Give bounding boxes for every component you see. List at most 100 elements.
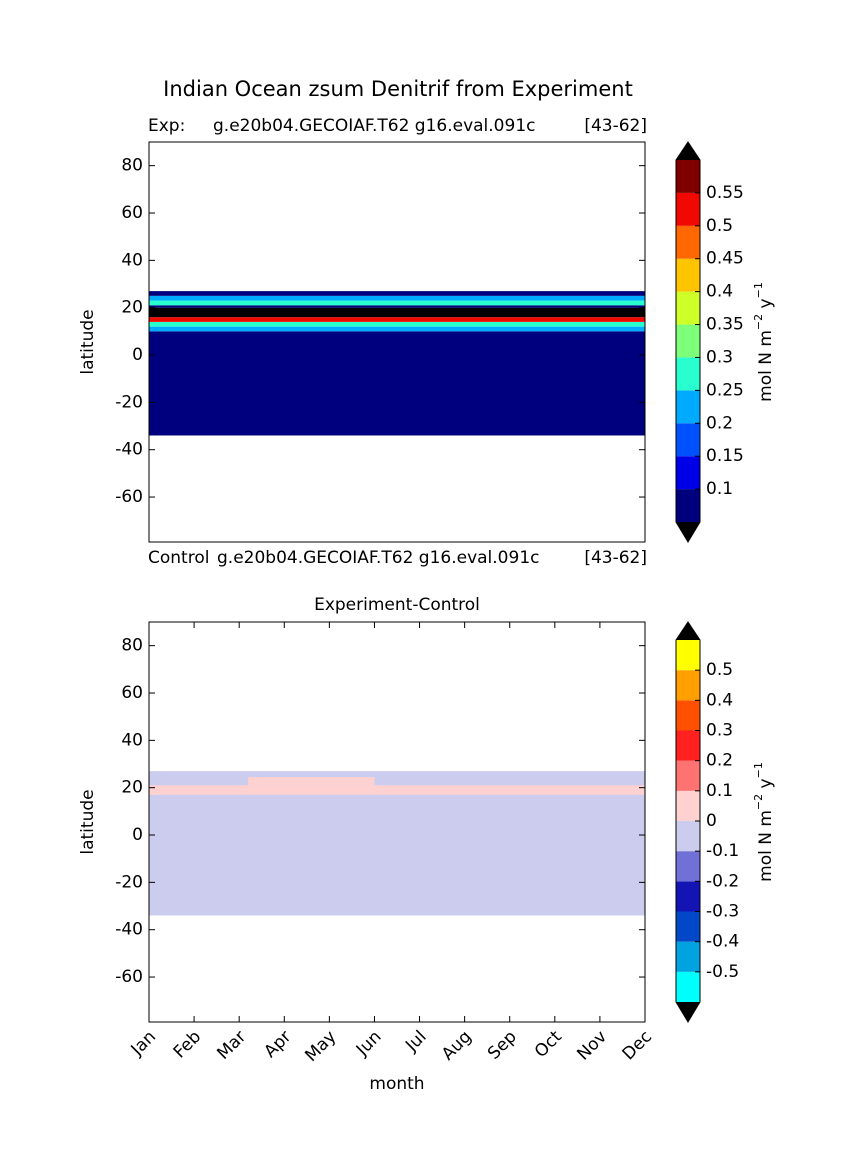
y-tick-label: -20 xyxy=(115,872,143,892)
subtitle-right: [43-62] xyxy=(584,548,647,568)
colorbar-segment xyxy=(676,971,700,1002)
contour-band xyxy=(149,300,645,306)
colorbar-tick-label: 0.4 xyxy=(706,690,733,710)
colorbar-label-part: y xyxy=(756,778,776,793)
colorbar-tick-label: -0.2 xyxy=(706,871,739,891)
colorbar-label-part: mol N m xyxy=(756,810,776,882)
colorbar-tick-label: 0.45 xyxy=(706,249,744,269)
colorbar-tick-label: -0.4 xyxy=(706,932,739,952)
contour-band xyxy=(149,326,645,332)
contour-band xyxy=(149,317,645,322)
contour-band xyxy=(149,305,645,308)
subtitle-right: [43-62] xyxy=(584,116,647,136)
colorbar-under xyxy=(676,522,700,542)
colorbar-label-part: −2 xyxy=(752,314,765,330)
colorbar-segment xyxy=(676,423,700,457)
colorbar-frame xyxy=(675,141,701,543)
y-tick-label: 80 xyxy=(121,156,143,176)
colorbar-tick-label: 0.25 xyxy=(706,380,744,400)
y-tick-label: -40 xyxy=(115,920,143,940)
y-axis-label: latitude xyxy=(78,789,98,854)
colorbar-segment xyxy=(676,821,700,852)
colorbar-tick-label: 0.35 xyxy=(706,315,744,335)
x-tick-label: Nov xyxy=(573,1027,611,1065)
colorbar-segment xyxy=(676,941,700,972)
subtitle-mid: g.e20b04.GECOIAF.T62 g16.eval.091c xyxy=(213,116,535,136)
x-tick-label: Dec xyxy=(619,1027,656,1064)
colorbar-segment xyxy=(676,390,700,424)
y-tick-label: 80 xyxy=(121,636,143,656)
colorbar-segment xyxy=(676,640,700,671)
colorbar-segment xyxy=(676,911,700,942)
colorbar-under xyxy=(676,1002,700,1022)
y-tick-label: -60 xyxy=(115,967,143,987)
y-tick-label: 60 xyxy=(121,203,143,223)
colorbar-label-part: −1 xyxy=(752,762,765,778)
colorbar-label-part: mol N m xyxy=(756,330,776,402)
subtitle-left: Exp: xyxy=(148,116,185,136)
colorbar-segment xyxy=(676,790,700,821)
x-tick-label: Jan xyxy=(127,1027,160,1060)
contour-band xyxy=(149,785,645,795)
panel-title: Experiment-Control xyxy=(314,595,480,615)
colorbar-over xyxy=(676,142,700,160)
y-tick-label: -60 xyxy=(115,487,143,507)
y-tick-label: 0 xyxy=(132,825,143,845)
x-tick-label: Apr xyxy=(260,1027,295,1062)
y-tick-label: -40 xyxy=(115,440,143,460)
colorbar-segment xyxy=(676,670,700,701)
y-tick-label: -20 xyxy=(115,392,143,412)
colorbar-segment xyxy=(676,851,700,882)
contour-band xyxy=(149,291,645,296)
colorbar-label-part: −2 xyxy=(752,794,765,810)
x-tick-label: Aug xyxy=(438,1027,476,1065)
y-tick-label: 20 xyxy=(121,778,143,798)
colorbar-segment xyxy=(676,881,700,912)
x-tick-label: Jul xyxy=(401,1027,430,1056)
y-tick-label: 20 xyxy=(121,298,143,318)
colorbar-label: mol N m−2 y−1 xyxy=(752,762,776,882)
colorbar-tick-label: 0.5 xyxy=(706,216,733,236)
colorbar-segment xyxy=(676,225,700,259)
colorbar-over xyxy=(676,622,700,640)
subtitle-mid: g.e20b04.GECOIAF.T62 g16.eval.091c xyxy=(217,548,539,568)
contour-band xyxy=(149,295,645,301)
contour-band xyxy=(149,307,645,318)
colorbar-segment xyxy=(676,291,700,325)
colorbar-tick-label: 0.4 xyxy=(706,282,733,302)
colorbar-label-part: y xyxy=(756,298,776,313)
colorbar-segment xyxy=(676,324,700,358)
x-tick-label: Oct xyxy=(531,1027,566,1062)
x-tick-label: Feb xyxy=(170,1027,205,1062)
colorbar-segment xyxy=(676,489,700,522)
x-tick-label: May xyxy=(301,1027,340,1066)
colorbar-tick-label: -0.1 xyxy=(706,841,739,861)
colorbar-segment xyxy=(676,760,700,791)
contour-band xyxy=(149,771,645,916)
colorbar-tick-label: -0.3 xyxy=(706,902,739,922)
subtitle-left: Control xyxy=(148,548,209,568)
colorbar-tick-label: 0.3 xyxy=(706,721,733,741)
colorbar-label-part: −1 xyxy=(752,282,765,298)
colorbar-tick-label: -0.5 xyxy=(706,962,739,982)
colorbar-tick-label: 0.2 xyxy=(706,751,733,771)
colorbar-tick-label: 0.3 xyxy=(706,347,733,367)
colorbar-tick-label: 0.1 xyxy=(706,479,733,499)
colorbar-tick-label: 0.1 xyxy=(706,781,733,801)
x-tick-label: Mar xyxy=(213,1027,250,1064)
colorbar-segment xyxy=(676,730,700,761)
colorbar-segment xyxy=(676,357,700,391)
colorbar-tick-label: 0.55 xyxy=(706,183,744,203)
x-tick-label: Sep xyxy=(484,1027,521,1064)
y-tick-label: 60 xyxy=(121,683,143,703)
colorbar-tick-label: 0 xyxy=(706,811,717,831)
colorbar-segment xyxy=(676,258,700,292)
plot-frame xyxy=(148,141,646,543)
colorbar-tick-label: 0.5 xyxy=(706,660,733,680)
contour-band xyxy=(149,331,645,436)
y-tick-label: 0 xyxy=(132,345,143,365)
x-tick-label: Jun xyxy=(352,1027,386,1061)
y-tick-label: 40 xyxy=(121,730,143,750)
y-tick-label: 40 xyxy=(121,250,143,270)
